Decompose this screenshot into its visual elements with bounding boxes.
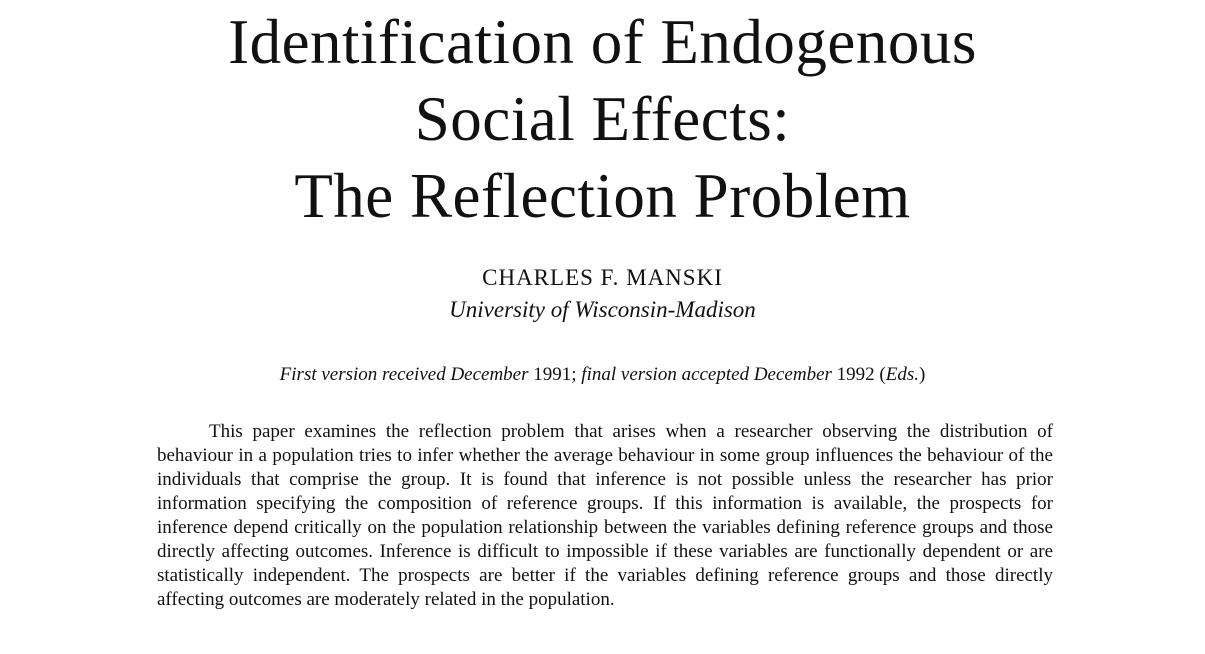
received-year-2: 1992 ( — [831, 364, 886, 385]
author-name: CHARLES F. MANSKI — [482, 265, 723, 290]
paper-title: Identification of Endogenous Social Effe… — [0, 4, 1205, 235]
author-affiliation: University of Wisconsin-Madison — [449, 297, 756, 322]
received-note: First version received December 1991; fi… — [0, 363, 1205, 387]
received-first-version: First version received December — [279, 364, 529, 385]
abstract: This paper examines the reflection probl… — [157, 421, 1053, 610]
received-close-paren: ) — [918, 364, 926, 385]
received-eds: Eds. — [885, 364, 919, 385]
title-line-2: Social Effects: — [414, 84, 791, 154]
received-year-1: 1991; — [528, 364, 582, 385]
title-line-1: Identification of Endogenous — [228, 7, 977, 77]
title-line-3: The Reflection Problem — [294, 161, 911, 231]
received-final-version: final version accepted December — [581, 364, 832, 385]
